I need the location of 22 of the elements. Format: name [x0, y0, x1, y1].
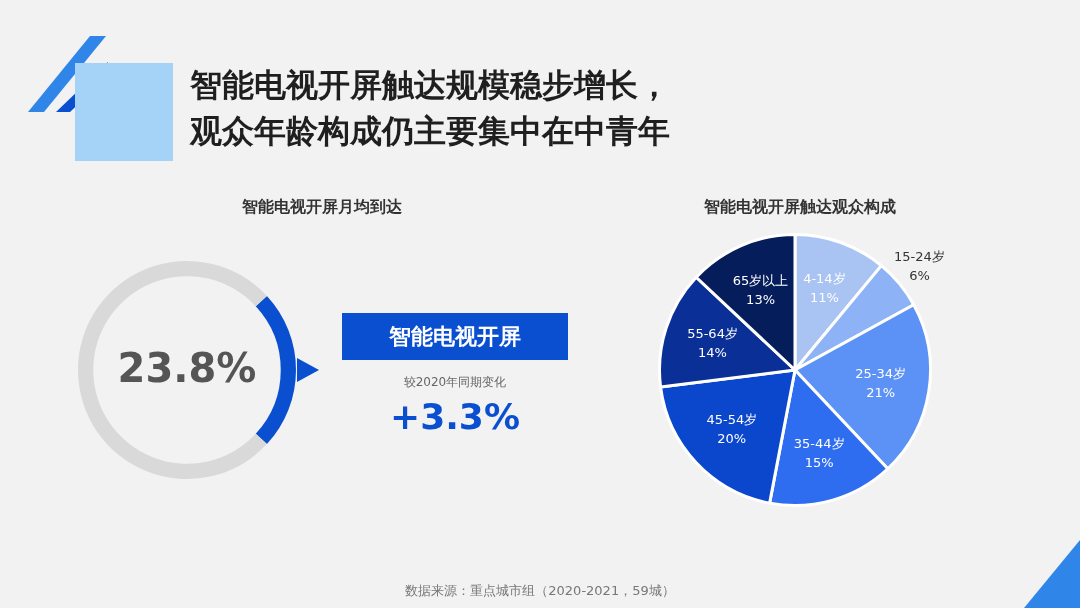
slice-label: 35-44岁: [793, 435, 845, 451]
text: 智能电视开屏: [342, 313, 568, 360]
data-label: 15%: [804, 454, 834, 470]
text: 智能电视开屏触达规模稳步增长，观众年龄构成仍主要集中在中青年: [190, 65, 671, 152]
data-label: 20%: [717, 430, 747, 446]
slice-label: 45-54岁: [706, 411, 758, 427]
data-label: 14%: [698, 344, 727, 360]
slice-label: 25-34岁: [855, 365, 907, 381]
data-label: 13%: [746, 291, 776, 307]
data-label: 21%: [866, 384, 896, 400]
chart-title: 智能电视开屏触达观众构成: [703, 197, 897, 218]
text: 23.8%: [116, 345, 258, 391]
source-note: 数据来源：重点城市组（2020-2021，59城）: [404, 582, 676, 600]
data-label: 6%: [909, 268, 930, 284]
slice-label: 4-14岁: [803, 270, 846, 286]
data-label: 11%: [809, 289, 839, 305]
slice-label: 15-24岁: [894, 249, 945, 265]
slice-label: 55-64岁: [687, 325, 738, 341]
text: +3.3%: [389, 396, 521, 437]
text: 较2020年同期变化: [402, 374, 508, 391]
chart-title: 智能电视开屏月均到达: [241, 197, 403, 218]
slice-label: 65岁以上: [732, 272, 789, 288]
